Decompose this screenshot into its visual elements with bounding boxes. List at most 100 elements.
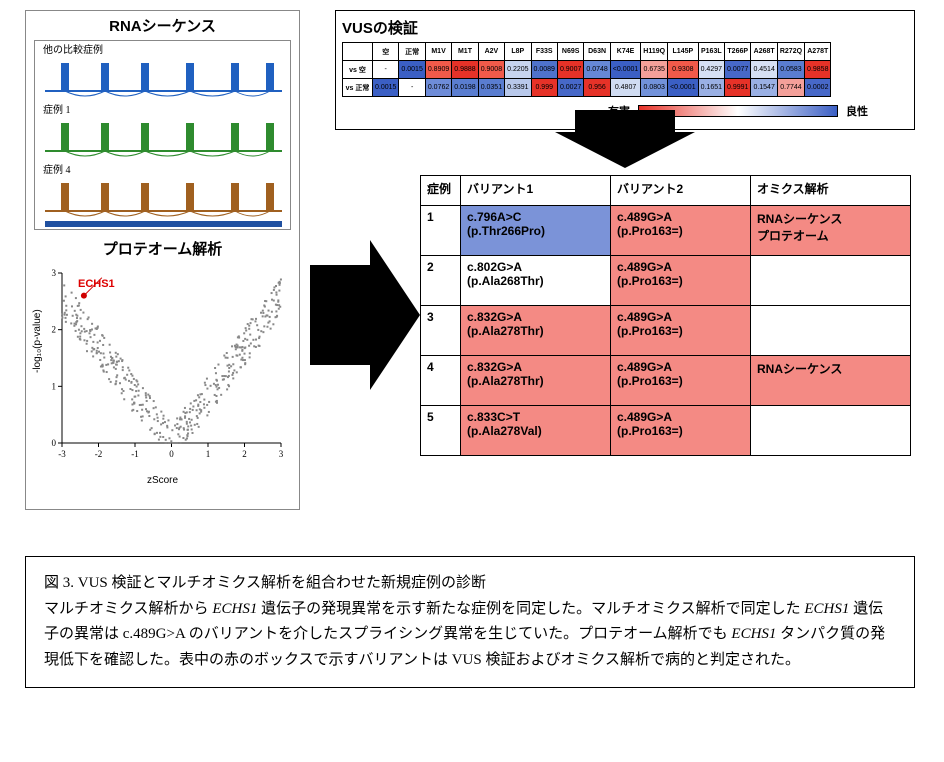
- vus-cell: 0.0748: [584, 61, 610, 79]
- cases-cell: [751, 256, 911, 306]
- arrow-down-icon: [555, 110, 695, 168]
- legend-benign: 良性: [846, 103, 868, 119]
- vus-cell: 0.0015: [399, 61, 425, 79]
- svg-text:1: 1: [206, 449, 211, 459]
- arrow-right-icon: [310, 240, 420, 390]
- vus-cell: 0.0077: [725, 61, 751, 79]
- cases-cell: c.796A>C (p.Thr266Pro): [461, 206, 611, 256]
- vus-cell: 0.999: [531, 79, 557, 97]
- volcano-plot: ECHS1 -log₁₀(p-value) -3-2-101230123 zSc…: [34, 263, 291, 488]
- svg-text:症例 1: 症例 1: [43, 103, 71, 116]
- vus-cell: -: [399, 79, 425, 97]
- vus-col-header: K74E: [610, 43, 641, 61]
- vus-col-header: T266P: [725, 43, 751, 61]
- svg-text:0: 0: [169, 449, 174, 459]
- vus-cell: 0.8909: [425, 61, 451, 79]
- vus-cell: 0.2205: [505, 61, 531, 79]
- proteome-title: プロテオーム解析: [26, 230, 299, 263]
- cases-cell: c.832G>A (p.Ala278Thr): [461, 306, 611, 356]
- cases-header: 症例: [421, 176, 461, 206]
- svg-text:-3: -3: [58, 449, 66, 459]
- rna-tracks: 他の比較症例症例 1 症例 4: [34, 40, 291, 230]
- vus-col-header: R272Q: [777, 43, 804, 61]
- vus-cell: 0.0198: [452, 79, 478, 97]
- cases-cell: 5: [421, 406, 461, 456]
- vus-cell: 0.0762: [425, 79, 451, 97]
- volcano-svg: -3-2-101230123: [34, 263, 291, 468]
- vus-cell: 0.7744: [777, 79, 804, 97]
- cases-cell: 4: [421, 356, 461, 406]
- cases-cell: 1: [421, 206, 461, 256]
- vus-col-header: A2V: [478, 43, 504, 61]
- vus-title: VUSの検証: [342, 15, 908, 42]
- vus-cell: <0.0001: [610, 61, 641, 79]
- vus-cell: 0.6735: [641, 61, 668, 79]
- vus-heatmap-table: 空正常M1VM1TA2VL8PF33SN69SD63NK74EH119QL145…: [342, 42, 831, 97]
- cases-cell: c.489G>A (p.Pro163=): [611, 256, 751, 306]
- vus-cell: 0.0351: [478, 79, 504, 97]
- vus-col-header: L145P: [668, 43, 699, 61]
- cases-cell: c.489G>A (p.Pro163=): [611, 306, 751, 356]
- vus-cell: 0.0089: [531, 61, 557, 79]
- cases-cell: RNAシーケンス プロテオーム: [751, 206, 911, 256]
- vus-cell: 0.1547: [751, 79, 777, 97]
- vus-cell: <0.0001: [668, 79, 699, 97]
- vus-col-header: H119Q: [641, 43, 668, 61]
- vus-cell: 0.0583: [777, 61, 804, 79]
- svg-text:他の比較症例: 他の比較症例: [43, 43, 103, 56]
- vus-cell: 0.956: [584, 79, 610, 97]
- svg-text:0: 0: [52, 438, 57, 448]
- vus-cell: 0.4514: [751, 61, 777, 79]
- vus-cell: 0.0027: [557, 79, 583, 97]
- svg-text:-1: -1: [131, 449, 139, 459]
- vus-cell: -: [373, 61, 399, 79]
- vus-col-header: F33S: [531, 43, 557, 61]
- vus-row-label: vs 正常: [343, 79, 373, 97]
- vus-col-header: N69S: [557, 43, 583, 61]
- vus-cell: 0.0803: [641, 79, 668, 97]
- echs1-label: ECHS1: [78, 278, 115, 290]
- cases-cell: c.489G>A (p.Pro163=): [611, 356, 751, 406]
- vus-cell: 0.9008: [478, 61, 504, 79]
- rna-track-svg: 他の比較症例症例 1 症例 4: [35, 41, 292, 229]
- vus-cell: 0.4807: [610, 79, 641, 97]
- vus-col-header: M1T: [452, 43, 478, 61]
- cases-cell: [751, 406, 911, 456]
- cases-cell: RNAシーケンス: [751, 356, 911, 406]
- vus-col-header: M1V: [425, 43, 451, 61]
- caption-title: 図 3. VUS 検証とマルチオミクス解析を組合わせた新規症例の診断: [44, 571, 896, 597]
- vus-cell: 0.9007: [557, 61, 583, 79]
- volcano-xlabel: zScore: [34, 475, 291, 486]
- vus-col-header: A278T: [805, 43, 831, 61]
- cases-header: オミクス解析: [751, 176, 911, 206]
- vus-cell: 0.0015: [373, 79, 399, 97]
- svg-text:3: 3: [279, 449, 284, 459]
- cases-cell: c.489G>A (p.Pro163=): [611, 406, 751, 456]
- volcano-ylabel: -log₁₀(p-value): [32, 309, 43, 373]
- vus-col-header: P163L: [698, 43, 724, 61]
- rna-seq-title: RNAシーケンス: [26, 11, 299, 40]
- vus-cell: 0.9858: [805, 61, 831, 79]
- vus-col-header: D63N: [584, 43, 610, 61]
- vus-cell: 0.4297: [698, 61, 724, 79]
- cases-cell: c.833C>T (p.Ala278Val): [461, 406, 611, 456]
- cases-header: バリアント2: [611, 176, 751, 206]
- svg-text:2: 2: [52, 325, 57, 335]
- vus-col-header: 空: [373, 43, 399, 61]
- figure-caption: 図 3. VUS 検証とマルチオミクス解析を組合わせた新規症例の診断 マルチオミ…: [25, 556, 915, 688]
- cases-cell: c.489G>A (p.Pro163=): [611, 206, 751, 256]
- svg-text:3: 3: [52, 268, 57, 278]
- vus-cell: 0.9991: [725, 79, 751, 97]
- svg-text:症例 4: 症例 4: [43, 163, 71, 176]
- cases-cell: c.802G>A (p.Ala268Thr): [461, 256, 611, 306]
- left-panel: RNAシーケンス 他の比較症例症例 1 症例 4 プロテオーム解析 ECHS1 -…: [25, 10, 300, 510]
- vus-cell: 0.9308: [668, 61, 699, 79]
- caption-body: マルチオミクス解析から ECHS1 遺伝子の発現異常を示す新たな症例を同定した。…: [44, 597, 896, 674]
- cases-table: 症例バリアント1バリアント2オミクス解析 1c.796A>C (p.Thr266P…: [420, 175, 911, 456]
- cases-header: バリアント1: [461, 176, 611, 206]
- vus-cell: 0.1651: [698, 79, 724, 97]
- vus-row-label: vs 空: [343, 61, 373, 79]
- vus-col-header: L8P: [505, 43, 531, 61]
- vus-col-header: A268T: [751, 43, 777, 61]
- figure-page: RNAシーケンス 他の比較症例症例 1症例 4 プロテオーム解析 ECHS1 -…: [0, 0, 944, 762]
